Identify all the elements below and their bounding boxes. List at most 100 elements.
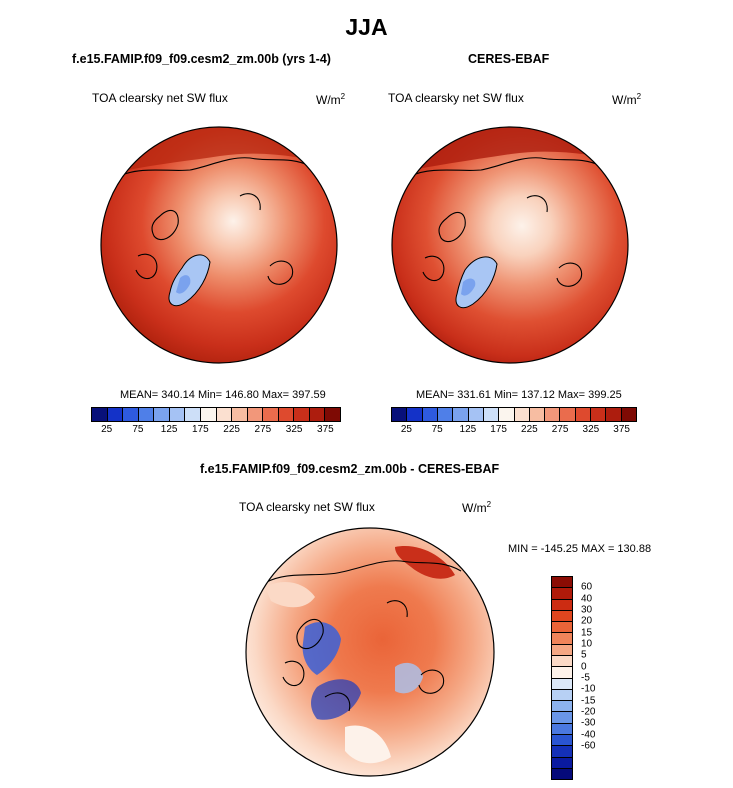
colorbar-tick-label: -20: [581, 706, 596, 718]
colorbar-swatch: [499, 408, 515, 421]
colorbar-swatch: [552, 701, 572, 713]
panel1-coastlines: [119, 157, 311, 285]
colorbar-tick-label: 30: [581, 604, 593, 616]
colorbar-swatch: [552, 633, 572, 645]
colorbar-tick-label: 325: [285, 424, 303, 435]
colorbar-tick-label: 25: [101, 424, 113, 435]
colorbar-swatch: [606, 408, 622, 421]
colorbar-swatch: [552, 712, 572, 724]
panel3-colorbar: 60 40 30 20 15 10 5 0 -5 -10 -15 -20 -30 -40 -60: [551, 576, 621, 780]
colorbar-swatch: [621, 408, 636, 421]
colorbar-swatch: [560, 408, 576, 421]
colorbar-tick-label: 225: [223, 424, 240, 435]
colorbar-tick-label: 325: [582, 424, 600, 435]
panel3-coastlines: [264, 560, 462, 712]
panel2-stats: MEAN= 331.61 Min= 137.12 Max= 399.25: [416, 389, 622, 401]
panel3-polar-map: [245, 527, 495, 777]
colorbar-swatch: [552, 667, 572, 679]
colorbar-swatch: [422, 408, 438, 421]
colorbar-swatch: [529, 408, 546, 421]
panel3-negative-bias-2: [311, 679, 361, 720]
colorbar-swatch: [278, 408, 295, 421]
panel2-polar-map: [391, 126, 629, 364]
figure-title: JJA: [345, 14, 388, 40]
colorbar-swatch: [552, 644, 572, 656]
colorbar-tick-label: 5: [581, 649, 587, 661]
colorbar-tick-label: 10: [581, 638, 593, 650]
colorbar-swatch: [216, 408, 233, 421]
colorbar-swatch: [552, 746, 572, 758]
colorbar-swatch: [169, 408, 186, 421]
colorbar-swatch: [200, 408, 217, 421]
colorbar-swatch: [185, 408, 201, 421]
panel3-map-border: [245, 527, 495, 777]
panel2-subtitle: CERES-EBAF: [468, 52, 550, 66]
panel3-colorbar-strip: [551, 576, 573, 780]
colorbar-swatch: [392, 408, 408, 421]
panel1-units: W/m2: [316, 92, 346, 107]
colorbar-swatch: [107, 408, 124, 421]
panel2-units: W/m2: [612, 92, 642, 107]
colorbar-swatch: [552, 622, 572, 634]
panel2-coastlines: [410, 157, 602, 287]
colorbar-tick-label: 20: [581, 615, 593, 627]
colorbar-tick-label: 175: [192, 424, 209, 435]
colorbar-tick-label: -60: [581, 740, 596, 752]
colorbar-tick-label: 75: [132, 424, 144, 435]
colorbar-swatch: [138, 408, 155, 421]
panel3-negative-bias-3: [395, 662, 423, 694]
colorbar-tick-label: 125: [160, 424, 178, 435]
colorbar-swatch: [247, 408, 264, 421]
colorbar-swatch: [263, 408, 279, 421]
colorbar-swatch: [483, 408, 500, 421]
colorbar-swatch: [552, 655, 572, 668]
colorbar-tick-label: -40: [581, 729, 596, 741]
panel1-colorbar: 25 75 125 175 225 275 325 375: [91, 407, 341, 439]
panel1-title: TOA clearsky net SW flux: [92, 91, 228, 105]
colorbar-tick-label: 0: [581, 661, 587, 673]
colorbar-tick-label: 125: [459, 424, 477, 435]
panel2-colorbar: 25 75 125 175 225 275 325 375: [391, 407, 637, 439]
colorbar-tick-label: 175: [490, 424, 507, 435]
colorbar-swatch: [591, 408, 607, 421]
panel1-map-border: [100, 126, 338, 364]
colorbar-swatch: [552, 599, 572, 611]
colorbar-tick-label: 25: [400, 424, 412, 435]
panel1-subtitle: f.e15.FAMIP.f09_f09.cesm2_zm.00b (yrs 1-…: [72, 52, 331, 66]
colorbar-tick-label: 15: [581, 627, 593, 639]
colorbar-swatch: [552, 678, 572, 690]
colorbar-swatch: [552, 734, 572, 747]
panel1-greenland-core: [176, 275, 191, 294]
colorbar-tick-label: 275: [551, 424, 569, 435]
colorbar-swatch: [437, 408, 454, 421]
colorbar-swatch: [552, 768, 572, 780]
colorbar-tick-label: 40: [581, 593, 593, 605]
colorbar-swatch: [552, 723, 572, 735]
colorbar-swatch: [123, 408, 139, 421]
panel2-title: TOA clearsky net SW flux: [388, 91, 524, 105]
colorbar-swatch: [552, 577, 572, 589]
panel2-greenland-core: [461, 278, 476, 296]
colorbar-swatch: [325, 408, 340, 421]
colorbar-swatch: [468, 408, 484, 421]
colorbar-tick-label: 75: [431, 424, 443, 435]
colorbar-swatch: [575, 408, 592, 421]
panel3-west-patch: [265, 582, 315, 608]
colorbar-swatch: [552, 757, 572, 769]
colorbar-swatch: [154, 408, 170, 421]
colorbar-swatch: [552, 588, 572, 600]
colorbar-tick-label: 60: [581, 581, 593, 593]
panel2-map-border: [391, 126, 629, 364]
colorbar-swatch: [407, 408, 423, 421]
colorbar-swatch: [514, 408, 530, 421]
colorbar-tick-label: 275: [254, 424, 272, 435]
panel3-subtitle: f.e15.FAMIP.f09_f09.cesm2_zm.00b - CERES…: [200, 462, 500, 476]
panel3-neutral-patch: [345, 725, 391, 764]
panel1-colorbar-strip: [91, 407, 341, 422]
panel2-colorbar-strip: [391, 407, 637, 422]
panel3-stats: MIN = -145.25 MAX = 130.88: [508, 543, 652, 555]
panel1-stats: MEAN= 340.14 Min= 146.80 Max= 397.59: [120, 389, 326, 401]
colorbar-swatch: [552, 689, 572, 702]
panel3-title: TOA clearsky net SW flux: [239, 500, 375, 514]
colorbar-swatch: [232, 408, 248, 421]
